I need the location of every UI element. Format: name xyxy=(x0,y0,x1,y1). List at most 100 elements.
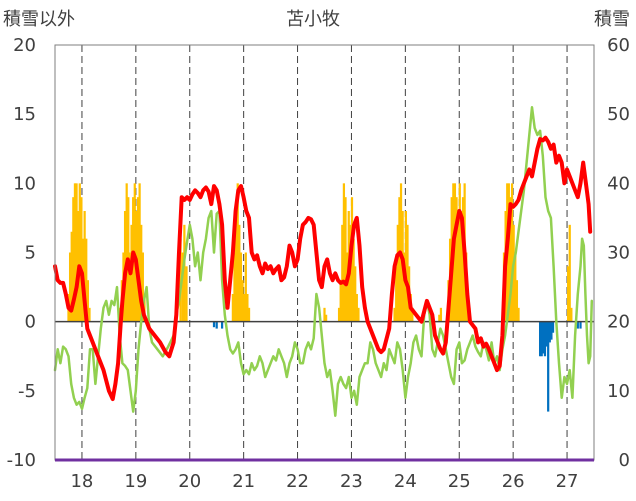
bar xyxy=(342,183,346,322)
bar xyxy=(212,321,216,328)
bar xyxy=(398,197,401,322)
bar xyxy=(88,307,91,322)
left-tick-label: 0 xyxy=(25,312,36,333)
x-tick-label: 20 xyxy=(178,471,201,492)
left-tick-label: 15 xyxy=(13,104,36,125)
right-tick-label: 50 xyxy=(607,104,630,125)
bar xyxy=(241,280,244,322)
bar xyxy=(325,314,328,322)
bar xyxy=(220,321,224,329)
bar xyxy=(75,183,78,322)
bar xyxy=(514,252,517,322)
bar xyxy=(246,294,249,322)
bar xyxy=(538,321,542,357)
bar xyxy=(247,307,251,322)
right-tick-label: 20 xyxy=(607,312,630,333)
bar xyxy=(236,183,239,322)
bar xyxy=(540,321,543,357)
bar xyxy=(346,252,349,322)
bar xyxy=(357,307,360,322)
bar xyxy=(83,211,86,322)
right-tick-label: 10 xyxy=(607,381,630,402)
bar xyxy=(86,280,89,322)
bar xyxy=(185,266,188,322)
bar xyxy=(68,252,72,322)
bar xyxy=(125,183,128,322)
bar xyxy=(550,321,553,340)
bar xyxy=(515,280,519,322)
bar xyxy=(543,321,547,357)
bar xyxy=(411,307,414,322)
bar xyxy=(579,321,582,329)
x-tick-label: 18 xyxy=(70,471,93,492)
bar xyxy=(517,307,520,322)
bar xyxy=(128,252,132,322)
bar xyxy=(183,224,186,322)
bar xyxy=(138,183,141,322)
vertical-gridlines xyxy=(81,45,568,460)
bar xyxy=(542,321,545,354)
series-line xyxy=(53,106,594,417)
x-tick-label: 26 xyxy=(502,471,525,492)
bar xyxy=(403,252,406,322)
bar xyxy=(80,197,83,322)
bar xyxy=(395,266,398,322)
right-axis-title: 積雪 xyxy=(594,9,630,30)
right-tick-label: 30 xyxy=(607,243,630,264)
bar xyxy=(234,211,238,322)
left-tick-label: 10 xyxy=(13,173,36,194)
bar xyxy=(510,183,514,322)
bar xyxy=(233,252,236,322)
x-tick-label: 19 xyxy=(124,471,147,492)
x-tick-label: 24 xyxy=(394,471,417,492)
bar xyxy=(547,321,550,412)
bar xyxy=(568,224,571,322)
bar xyxy=(215,321,218,329)
bar xyxy=(231,294,234,322)
bar xyxy=(73,183,77,322)
bar xyxy=(461,197,465,322)
left-axis-title: 積雪以外 xyxy=(3,9,75,30)
left-tick-label: 5 xyxy=(25,243,36,264)
bar xyxy=(323,307,326,322)
bar xyxy=(78,183,81,322)
chart-title: 苫小牧 xyxy=(286,9,340,30)
bar xyxy=(243,294,246,322)
bar xyxy=(509,197,512,322)
bar xyxy=(140,224,143,322)
bar xyxy=(406,224,409,322)
x-tick-labels: 18 19 20 21 22 23 24 25 26 27 xyxy=(70,471,578,492)
bar xyxy=(393,307,396,322)
bar xyxy=(439,307,443,322)
bar xyxy=(453,183,457,322)
x-tick-label: 27 xyxy=(556,471,579,492)
series-lines xyxy=(53,106,594,417)
bar xyxy=(339,280,342,322)
bar xyxy=(396,224,399,322)
bar xyxy=(344,197,347,322)
bar xyxy=(455,197,458,322)
bar xyxy=(457,224,460,322)
bar xyxy=(341,224,344,322)
right-tick-labels: 0 10 20 30 40 50 60 xyxy=(607,35,630,471)
bar xyxy=(551,321,555,333)
right-tick-label: 60 xyxy=(607,35,630,56)
bar xyxy=(548,321,551,343)
left-tick-label: 20 xyxy=(13,35,36,56)
bar xyxy=(460,211,463,322)
series-line xyxy=(53,135,593,402)
x-tick-label: 21 xyxy=(232,471,255,492)
bar xyxy=(354,266,357,322)
bar xyxy=(352,238,355,322)
bar xyxy=(438,314,441,322)
bar xyxy=(141,252,144,322)
right-tick-label: 40 xyxy=(607,173,630,194)
left-tick-label: -10 xyxy=(7,450,36,471)
bar xyxy=(136,197,140,322)
bar xyxy=(239,252,243,322)
bar xyxy=(576,321,579,329)
bar xyxy=(70,231,73,322)
bar xyxy=(507,183,510,322)
x-tick-label: 25 xyxy=(448,471,471,492)
bar xyxy=(404,211,407,322)
